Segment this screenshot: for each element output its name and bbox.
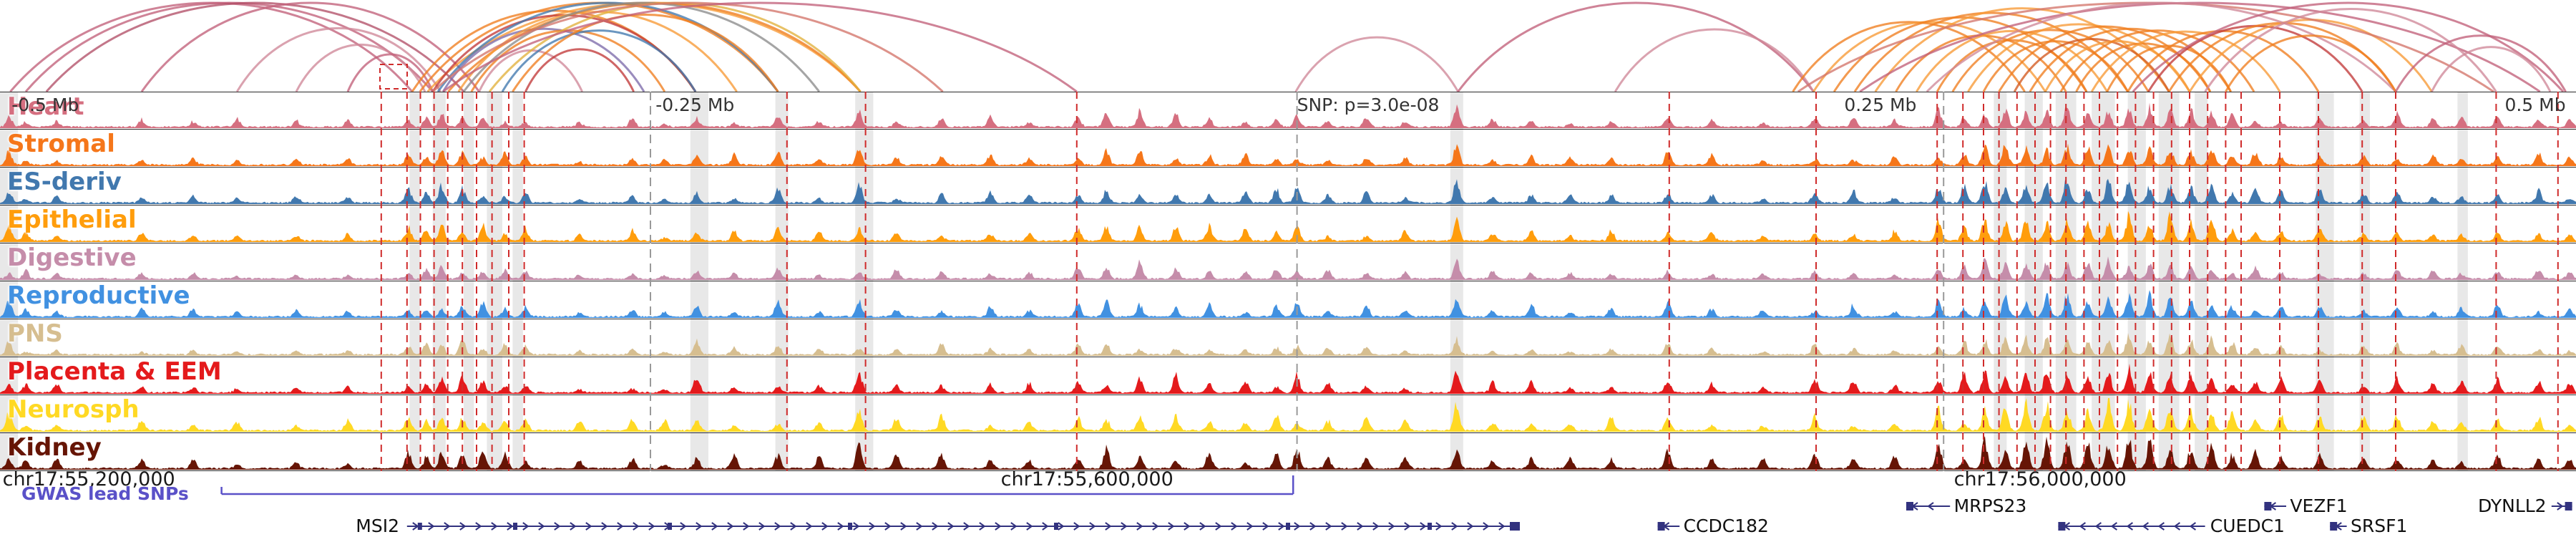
track-label-stromal: Stromal (7, 130, 115, 158)
highlight-band (775, 92, 789, 471)
highlight-band (512, 92, 523, 471)
interaction-arc (2106, 44, 2232, 92)
gene-annotation-track: chr17:55,200,000 chr17:55,600,000 chr17:56… (3, 471, 2572, 536)
interaction-arc (1926, 1, 2397, 92)
signal-area-stromal (0, 143, 2576, 166)
interaction-arc (2394, 34, 2567, 92)
gene-msi2: MSI2 (356, 516, 1520, 536)
ruler-label: 0.5 Mb (2504, 95, 2566, 115)
interaction-arc (295, 44, 426, 92)
ruler-label: 0.25 Mb (1844, 95, 1917, 115)
interaction-arc (512, 14, 779, 92)
interaction-arc (235, 27, 441, 92)
interaction-arc (525, 48, 635, 92)
interaction-arc (436, 1, 779, 92)
interaction-arc (441, 27, 645, 92)
highlight-band (1994, 92, 2007, 471)
gene-dynll2: DYNLL2 (2478, 495, 2572, 516)
interaction-arc (1294, 36, 1459, 92)
interaction-arc (442, 1, 1078, 92)
interaction-arc (2431, 46, 2552, 92)
interaction-arc (1951, 29, 2150, 92)
gene-vezf1: VEZF1 (2264, 495, 2348, 516)
interaction-arc (2090, 30, 2281, 92)
signal-area-neurosph (0, 398, 2576, 432)
interaction-arc (1792, 21, 2026, 92)
highlight-band (409, 92, 420, 471)
gene-label-cuedc1: CUEDC1 (2210, 516, 2285, 536)
interaction-arc (1614, 28, 1815, 92)
signal-area-heart (0, 102, 2576, 128)
interaction-arc (24, 1, 434, 92)
interaction-arc (501, 29, 697, 92)
ruler-label: -0.5 Mb (11, 95, 79, 115)
highlight-band (487, 92, 502, 471)
gene-ccdc182: CCDC182 (1657, 516, 1769, 536)
gene-label-mrps23: MRPS23 (1954, 495, 2027, 516)
track-label-reproductive: Reproductive (7, 281, 190, 310)
genomic-coordinate: chr17:55,600,000 (1001, 471, 1174, 490)
highlight-band (2457, 92, 2468, 471)
interaction-arc (2225, 34, 2397, 92)
gene-label-msi2: MSI2 (356, 516, 399, 536)
track-row-heart: Heart (0, 92, 2576, 130)
interaction-arc (9, 1, 414, 92)
track-label-epithelial: Epithelial (7, 205, 137, 234)
gene-label-srsf1: SRSF1 (2351, 516, 2407, 536)
highlight-band (690, 92, 708, 471)
interaction-arc (45, 1, 465, 92)
ruler-label: SNP: p=3.0e-08 (1297, 95, 1440, 115)
interaction-arc (2044, 40, 2191, 92)
ruler-label: -0.25 Mb (655, 95, 735, 115)
track-row-neurosph: Neurosph (0, 395, 2576, 433)
highlight-band (1450, 92, 1463, 471)
interaction-arc (140, 1, 480, 92)
track-label-es-deriv: ES-deriv (7, 168, 122, 196)
interaction-arc (462, 1, 820, 92)
highlight-bands-layer (0, 92, 2468, 471)
gene-mrps23: MRPS23 (1906, 495, 2026, 516)
signal-area-kidney (0, 436, 2576, 470)
gene-label-vezf1: VEZF1 (2290, 495, 2347, 516)
gwas-lead-snps-label: GWAS lead SNPs (21, 483, 189, 504)
gene-srsf1: SRSF1 (2330, 516, 2407, 536)
track-row-kidney: Kidney (0, 433, 2576, 471)
gene-label-ccdc182: CCDC182 (1684, 516, 1769, 536)
dashed-highlight-box (379, 64, 408, 90)
track-label-heart: Heart (7, 92, 84, 121)
track-label-kidney: Kidney (7, 433, 102, 462)
track-label-digestive: Digestive (7, 243, 137, 272)
track-row-stromal: Stromal (0, 130, 2576, 168)
interaction-arc (2059, 29, 2255, 92)
dashed-lines-layer (380, 92, 2559, 471)
highlight-band (2195, 92, 2208, 471)
interaction-arc (346, 53, 434, 92)
genomic-coordinate: chr17:55,200,000 (3, 471, 175, 490)
interaction-arc (2204, 8, 2497, 92)
interaction-arc (1982, 40, 2129, 92)
interaction-arc (431, 1, 944, 92)
interaction-arcs-layer (9, 1, 2567, 92)
interaction-arc (2075, 42, 2212, 92)
genomic-coordinate: chr17:56,000,000 (1954, 471, 2127, 490)
track-label-placenta-eem: Placenta & EEM (7, 357, 222, 386)
highlight-band (432, 92, 446, 471)
interaction-arc (1457, 1, 1815, 92)
highlight-band (464, 92, 474, 471)
track-label-neurosph: Neurosph (7, 395, 140, 424)
interaction-arc (1916, 29, 2109, 92)
interaction-arc (2013, 38, 2170, 92)
gene-cuedc1: CUEDC1 (2058, 516, 2285, 536)
gene-label-dynll2: DYNLL2 (2478, 495, 2547, 516)
track-label-pns: PNS (7, 319, 63, 348)
interaction-arc (2132, 1, 2565, 92)
